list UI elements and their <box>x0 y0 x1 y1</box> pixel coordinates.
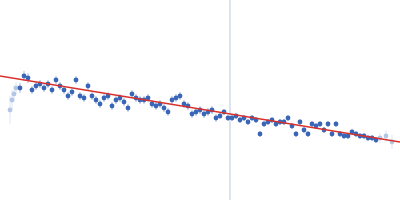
point <box>62 88 67 93</box>
point <box>246 120 251 125</box>
point <box>70 90 75 95</box>
point <box>30 88 35 93</box>
point <box>326 122 331 127</box>
plot-area <box>0 0 400 200</box>
point <box>330 132 335 137</box>
point <box>294 132 299 137</box>
point <box>130 92 135 97</box>
point <box>66 94 71 99</box>
point <box>302 128 307 133</box>
point <box>162 106 167 111</box>
point <box>98 102 103 107</box>
point <box>54 78 59 83</box>
point <box>110 104 115 109</box>
point <box>286 116 291 121</box>
point <box>306 132 311 137</box>
point <box>74 78 79 83</box>
point <box>26 76 31 81</box>
point <box>122 100 127 105</box>
point <box>258 132 263 137</box>
point <box>178 94 183 99</box>
point <box>50 88 55 93</box>
point <box>126 106 131 111</box>
point <box>384 134 389 139</box>
point <box>298 120 303 125</box>
point <box>334 122 339 127</box>
chart <box>0 0 400 200</box>
line <box>229 0 230 200</box>
point <box>166 110 171 115</box>
point <box>82 96 87 101</box>
line <box>0 76 400 142</box>
point <box>42 86 47 91</box>
point <box>90 94 95 99</box>
point <box>18 86 23 91</box>
point <box>86 84 91 89</box>
point <box>218 114 223 119</box>
point <box>94 98 99 103</box>
point <box>318 122 323 127</box>
